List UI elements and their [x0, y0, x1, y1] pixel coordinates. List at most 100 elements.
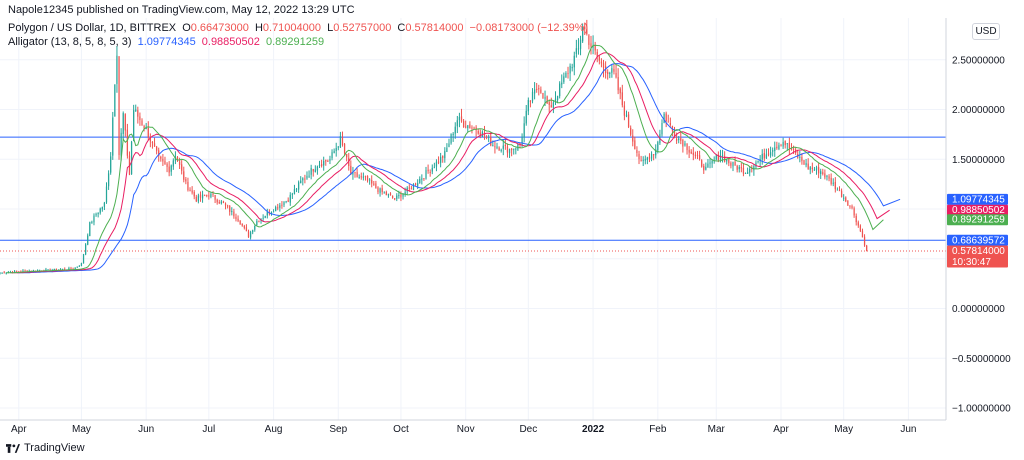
candle-body [333, 151, 335, 154]
candle-body [425, 170, 427, 179]
open-label: O [182, 22, 191, 34]
candle-body [757, 160, 759, 162]
candle-body [853, 208, 855, 216]
candle-body [13, 270, 16, 273]
indicator-row[interactable]: Alligator (13, 8, 5, 8, 5, 3) 1.09774345… [8, 36, 327, 48]
jaw-price-tag [947, 193, 1008, 205]
candle-body [68, 268, 70, 270]
candle-body [533, 89, 536, 94]
candle-body [110, 156, 112, 173]
candle-body [857, 222, 859, 226]
candle-body [600, 61, 603, 64]
candle-body [517, 143, 519, 150]
candle-body [76, 266, 78, 268]
candle-body [435, 161, 438, 167]
candle-body [105, 186, 108, 203]
tradingview-wordmark: TradingView [24, 442, 85, 454]
jaw-line [16, 63, 901, 274]
candle-body [843, 197, 845, 199]
y-tick-label: −0.50000000 [952, 354, 1011, 365]
candle-body [143, 126, 145, 129]
candle-body [828, 176, 830, 179]
candle-body [341, 137, 344, 146]
candle-body [408, 187, 410, 189]
x-tick-label: Apr [773, 424, 789, 435]
candle-body [598, 56, 600, 61]
candle-body [45, 269, 47, 272]
candle-body [567, 73, 569, 75]
candle-body [832, 182, 834, 184]
candle-body [726, 159, 728, 162]
candle-body [366, 175, 369, 181]
candle-body [22, 270, 24, 272]
candle-body [807, 163, 809, 169]
candle-body [496, 146, 498, 149]
teeth-line [10, 52, 890, 274]
candle-body [529, 100, 532, 102]
candle-body [594, 45, 596, 51]
candle-body [283, 202, 285, 206]
candle-body [293, 189, 296, 195]
candle-body [546, 96, 548, 104]
candle-body [749, 169, 751, 173]
candle-body [312, 169, 314, 172]
candle-body [548, 102, 550, 105]
candle-body [247, 231, 250, 238]
candle-body [358, 177, 360, 179]
candle-body [224, 203, 227, 206]
x-axis-ticks: Apr May Jun Jul Aug Sep Oct Nov Dec 2022 Feb Mar Apr… [11, 424, 916, 435]
candle-body [648, 156, 651, 160]
x-tick-label: 2022 [582, 424, 605, 435]
candle-body [519, 142, 521, 145]
change-value: −0.08173000 (−12.39%) [469, 22, 589, 34]
candle-body [826, 175, 828, 178]
candle-body [285, 200, 287, 202]
candle-body [369, 179, 371, 181]
candle-body [575, 48, 577, 54]
candle-body [318, 164, 321, 166]
candle-body [473, 127, 475, 129]
countdown-text: 10:30:47 [952, 257, 991, 268]
candle-body [306, 175, 308, 179]
candle-body [275, 207, 277, 212]
currency-button[interactable]: USD [972, 23, 1000, 40]
candle-body [721, 155, 724, 157]
hline-price-text: 0.68639572 [952, 235, 1005, 246]
candle-body [168, 166, 170, 173]
candle-body [642, 159, 644, 161]
candle-body [149, 137, 151, 142]
candle-body [197, 195, 200, 202]
candle-body [377, 187, 379, 192]
last-price-text: 0.57814000 [952, 246, 1005, 257]
candle-body [74, 267, 76, 270]
candle-body [427, 169, 429, 172]
candle-body [412, 184, 415, 190]
candle-body [316, 166, 319, 171]
candle-body [753, 166, 755, 171]
candle-body [371, 180, 373, 184]
candle-body [314, 169, 316, 172]
candles [0, 19, 868, 275]
candle-body [320, 164, 323, 167]
candle-body [308, 175, 310, 177]
candle-body [763, 153, 765, 159]
candle-body [485, 136, 488, 138]
candle-body [99, 208, 101, 213]
candle-body [490, 136, 492, 146]
candle-body [162, 158, 164, 162]
candle-body [469, 124, 471, 129]
tradingview-branding[interactable]: TradingView [6, 442, 85, 454]
candle-body [0, 272, 1, 274]
lips-value: 0.89291259 [265, 36, 325, 48]
candle-body [124, 114, 126, 131]
candle-body [279, 205, 281, 208]
candle-body [302, 178, 304, 181]
candle-body [709, 162, 711, 164]
candle-body [289, 194, 291, 203]
candle-body [216, 199, 218, 203]
candle-body [103, 202, 106, 207]
candle-body [323, 161, 325, 166]
candle-body [277, 207, 279, 209]
candle-body [381, 188, 383, 192]
